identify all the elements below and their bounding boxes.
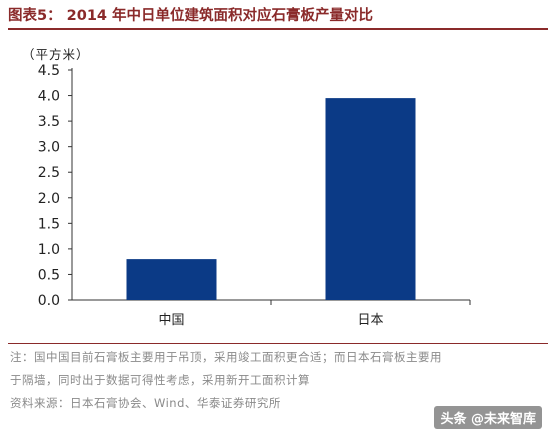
y-tick-label: 0.0 bbox=[38, 293, 60, 309]
y-tick-label: 1.5 bbox=[38, 216, 60, 232]
title-divider bbox=[8, 28, 548, 30]
y-tick-label: 4.0 bbox=[38, 89, 60, 105]
notes-divider bbox=[8, 343, 548, 344]
source-line: 资料来源：日本石膏协会、Wind、华泰证券研究所 bbox=[10, 396, 281, 410]
y-ticks: 0.0 0.5 1.0 1.5 2.0 2.5 3.0 3.5 4.0 4.5 bbox=[38, 63, 72, 309]
x-tick-label: 中国 bbox=[158, 313, 184, 328]
bars bbox=[126, 98, 416, 300]
bar-chart: 0.0 0.5 1.0 1.5 2.0 2.5 3.0 3.5 4.0 4.5 中国 日本 bbox=[38, 63, 471, 328]
y-tick-label: 0.5 bbox=[38, 267, 60, 283]
y-tick-label: 2.5 bbox=[38, 165, 60, 181]
y-tick-label: 3.0 bbox=[38, 140, 60, 156]
note-line-2: 于隔墙，同时出于数据可得性考虑，采用新开工面积计算 bbox=[10, 373, 310, 387]
y-tick-label: 2.0 bbox=[38, 191, 60, 207]
y-unit-label: （平方米） bbox=[22, 47, 90, 62]
bar-2 bbox=[325, 98, 416, 300]
watermark-logo: 头条 @未来智库 bbox=[434, 406, 542, 429]
y-tick-label: 3.5 bbox=[38, 114, 60, 130]
x-tick-labels: 中国 日本 bbox=[158, 300, 471, 328]
y-tick-label: 4.5 bbox=[38, 63, 60, 79]
note-line-1: 注：国中国目前石膏板主要用于吊顶，采用竣工面积更合适；而日本石膏板主要用 bbox=[10, 350, 442, 364]
y-tick-label: 1.0 bbox=[38, 242, 60, 258]
bar-1 bbox=[126, 259, 217, 300]
x-tick-label: 日本 bbox=[357, 313, 383, 328]
chart-title: 图表5： 2014 年中日单位建筑面积对应石膏板产量对比 bbox=[8, 8, 374, 24]
